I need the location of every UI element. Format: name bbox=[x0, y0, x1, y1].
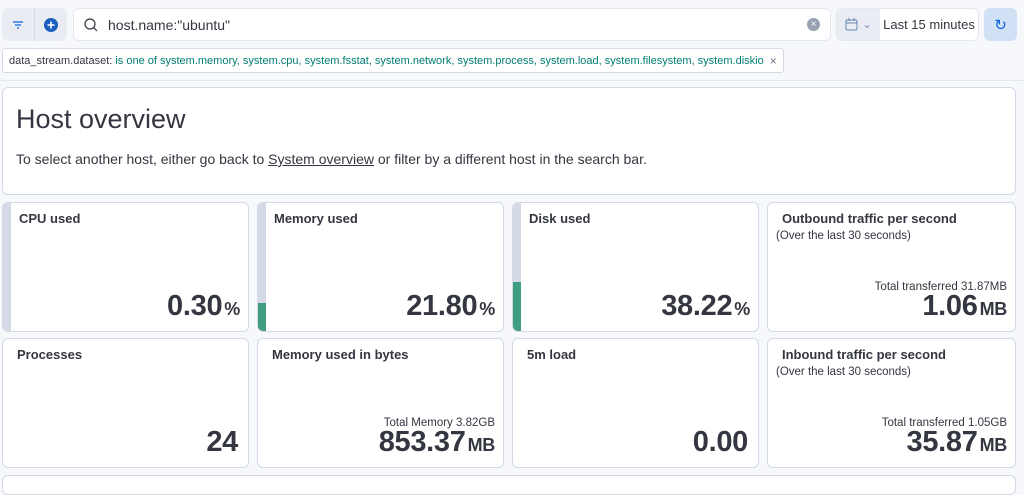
metric-subtitle: (Over the last 30 seconds) bbox=[776, 366, 911, 378]
gauge-bar bbox=[258, 203, 266, 331]
metric-number: 0.00 bbox=[693, 426, 748, 458]
page-title: Host overview bbox=[16, 104, 1002, 135]
query-buttons bbox=[2, 8, 67, 41]
metric-value: 21.80% bbox=[406, 290, 495, 323]
gauge-bar bbox=[513, 203, 521, 331]
metric-value: 0.30% bbox=[167, 290, 240, 323]
search-icon bbox=[84, 18, 98, 32]
gauge-fill bbox=[258, 303, 266, 331]
metric-number: 1.06 bbox=[922, 290, 977, 322]
gauge-bar bbox=[3, 203, 11, 331]
refresh-button[interactable]: ↻ bbox=[984, 8, 1017, 41]
date-picker: ⌄ Last 15 minutes bbox=[836, 8, 979, 41]
metric-title: Processes bbox=[17, 347, 82, 362]
metric-card: Processes 24 bbox=[2, 338, 249, 468]
system-overview-link[interactable]: System overview bbox=[268, 151, 374, 167]
metric-card: Outbound traffic per second (Over the las… bbox=[767, 202, 1016, 332]
metric-number: 35.87 bbox=[907, 426, 978, 458]
host-overview-panel: Host overview To select another host, ei… bbox=[2, 87, 1016, 195]
filter-pill[interactable]: data_stream.dataset: is one of system.me… bbox=[2, 48, 784, 73]
metric-title: CPU used bbox=[19, 211, 80, 226]
metric-number: 853.37 bbox=[379, 426, 466, 458]
metric-card: 5m load 0.00 bbox=[512, 338, 759, 468]
metric-value: 24 bbox=[206, 426, 240, 459]
filter-field: data_stream.dataset: bbox=[9, 55, 112, 67]
metric-title: 5m load bbox=[527, 347, 576, 362]
search-bar: × bbox=[73, 8, 831, 41]
remove-filter-icon[interactable]: × bbox=[770, 54, 777, 68]
metric-unit: MB bbox=[980, 299, 1007, 319]
metric-card: Memory used 21.80% bbox=[257, 202, 504, 332]
metric-card: Inbound traffic per second (Over the last… bbox=[767, 338, 1016, 468]
quick-select-button[interactable]: ⌄ bbox=[837, 9, 880, 40]
metric-unit: MB bbox=[468, 435, 495, 455]
metric-value: 0.00 bbox=[693, 426, 750, 459]
description-text: To select another host, either go back t… bbox=[16, 151, 268, 167]
next-panel bbox=[2, 475, 1016, 495]
metric-title: Inbound traffic per second bbox=[782, 347, 946, 362]
description-text: or filter by a different host in the sea… bbox=[374, 151, 647, 167]
metric-subtitle: (Over the last 30 seconds) bbox=[776, 230, 911, 242]
chevron-down-icon: ⌄ bbox=[862, 18, 871, 31]
gauge-fill bbox=[513, 282, 521, 331]
metric-title: Memory used in bytes bbox=[272, 347, 409, 362]
search-input[interactable] bbox=[108, 17, 807, 33]
clear-search-button[interactable]: × bbox=[807, 18, 820, 31]
refresh-icon: ↻ bbox=[994, 16, 1007, 34]
metric-unit: % bbox=[224, 299, 240, 319]
filter-icon bbox=[13, 21, 23, 29]
metric-unit: % bbox=[479, 299, 495, 319]
metric-card: Disk used 38.22% bbox=[512, 202, 759, 332]
metric-value: 38.22% bbox=[661, 290, 750, 323]
divider bbox=[0, 80, 1024, 81]
metric-title: Outbound traffic per second bbox=[782, 211, 957, 226]
metric-unit: % bbox=[734, 299, 750, 319]
filter-options-button[interactable] bbox=[2, 8, 35, 41]
time-range-button[interactable]: Last 15 minutes bbox=[880, 9, 978, 40]
metric-number: 0.30 bbox=[167, 290, 222, 322]
overview-description: To select another host, either go back t… bbox=[16, 151, 1002, 167]
metric-title: Disk used bbox=[529, 211, 590, 226]
metric-number: 21.80 bbox=[406, 290, 477, 322]
metric-number: 24 bbox=[206, 426, 238, 458]
metric-card: CPU used 0.30% bbox=[2, 202, 249, 332]
plus-circle-icon bbox=[44, 18, 58, 32]
metric-number: 38.22 bbox=[661, 290, 732, 322]
metric-title: Memory used bbox=[274, 211, 358, 226]
filter-value: is one of system.memory, system.cpu, sys… bbox=[115, 55, 763, 67]
metric-unit: MB bbox=[980, 435, 1007, 455]
add-filter-button[interactable] bbox=[35, 8, 67, 41]
calendar-icon bbox=[845, 18, 858, 31]
